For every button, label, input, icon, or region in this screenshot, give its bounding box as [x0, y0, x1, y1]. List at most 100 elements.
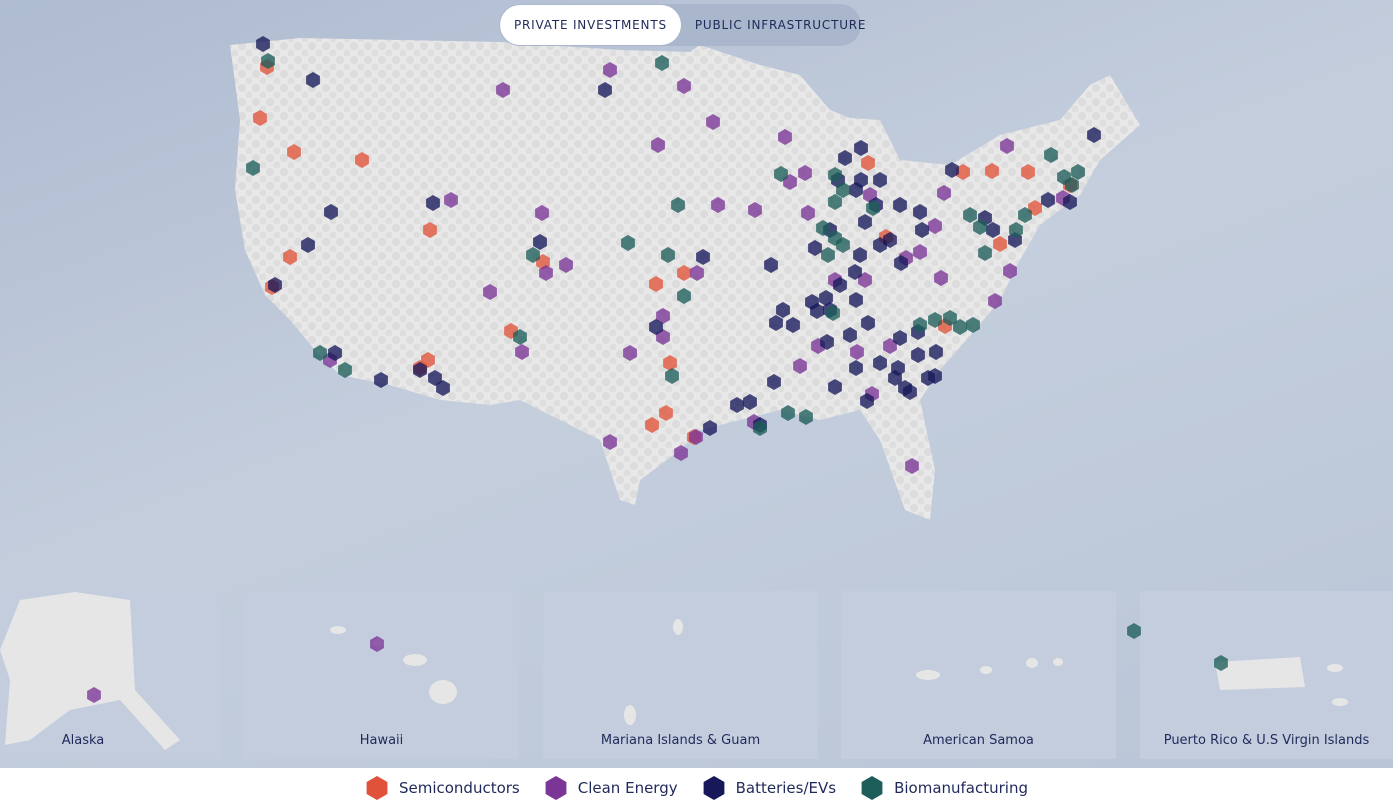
investment-marker[interactable] [483, 284, 497, 300]
investment-marker[interactable] [426, 195, 440, 211]
investment-marker[interactable] [861, 315, 875, 331]
investment-marker[interactable] [953, 319, 967, 335]
investment-marker[interactable] [603, 62, 617, 78]
investment-marker[interactable] [861, 155, 875, 171]
investment-marker[interactable] [778, 129, 792, 145]
investment-marker[interactable] [836, 237, 850, 253]
investment-marker[interactable] [1044, 147, 1058, 163]
investment-marker[interactable] [973, 219, 987, 235]
investment-marker[interactable] [943, 310, 957, 326]
investment-marker[interactable] [423, 222, 437, 238]
investment-marker[interactable] [444, 192, 458, 208]
investment-marker[interactable] [649, 276, 663, 292]
investment-marker[interactable] [893, 197, 907, 213]
investment-marker[interactable] [656, 329, 670, 345]
investment-marker[interactable] [355, 152, 369, 168]
investment-marker[interactable] [743, 394, 757, 410]
investment-marker[interactable] [849, 292, 863, 308]
investment-marker[interactable] [978, 245, 992, 261]
investment-marker[interactable] [853, 247, 867, 263]
investment-marker[interactable] [748, 202, 762, 218]
investment-marker[interactable] [786, 317, 800, 333]
investment-marker[interactable] [87, 687, 101, 703]
investment-marker[interactable] [850, 344, 864, 360]
investment-marker[interactable] [873, 355, 887, 371]
investment-marker[interactable] [598, 82, 612, 98]
investment-marker[interactable] [436, 380, 450, 396]
investment-marker[interactable] [915, 222, 929, 238]
investment-marker[interactable] [324, 204, 338, 220]
investment-marker[interactable] [988, 293, 1002, 309]
investment-marker[interactable] [313, 345, 327, 361]
investment-marker[interactable] [866, 200, 880, 216]
investment-marker[interactable] [655, 55, 669, 71]
tab[interactable]: PUBLIC INFRASTRUCTURE [694, 18, 867, 32]
investment-marker[interactable] [945, 162, 959, 178]
investment-marker[interactable] [894, 255, 908, 271]
investment-marker[interactable] [798, 165, 812, 181]
investment-marker[interactable] [1003, 263, 1017, 279]
investment-marker[interactable] [496, 82, 510, 98]
investment-marker[interactable] [661, 247, 675, 263]
investment-marker[interactable] [905, 458, 919, 474]
investment-marker[interactable] [306, 72, 320, 88]
investment-marker[interactable] [913, 204, 927, 220]
investment-marker[interactable] [986, 222, 1000, 238]
investment-marker[interactable] [621, 235, 635, 251]
investment-marker[interactable] [663, 355, 677, 371]
investment-marker[interactable] [767, 374, 781, 390]
investment-marker[interactable] [848, 264, 862, 280]
investment-marker[interactable] [873, 172, 887, 188]
investment-marker[interactable] [903, 384, 917, 400]
investment-marker[interactable] [690, 265, 704, 281]
investment-marker[interactable] [816, 220, 830, 236]
investment-marker[interactable] [1000, 138, 1014, 154]
investment-marker[interactable] [828, 379, 842, 395]
investment-marker[interactable] [513, 329, 527, 345]
investment-marker[interactable] [659, 405, 673, 421]
investment-marker[interactable] [533, 234, 547, 250]
investment-marker[interactable] [645, 417, 659, 433]
investment-marker[interactable] [287, 144, 301, 160]
investment-marker[interactable] [781, 405, 795, 421]
investment-marker[interactable] [1063, 194, 1077, 210]
investment-marker[interactable] [843, 327, 857, 343]
investment-marker[interactable] [764, 257, 778, 273]
investment-marker[interactable] [283, 249, 297, 265]
investment-marker[interactable] [849, 360, 863, 376]
legend-item[interactable]: Batteries/EVs [702, 775, 836, 801]
investment-marker[interactable] [623, 345, 637, 361]
investment-marker[interactable] [888, 370, 902, 386]
investment-marker[interactable] [810, 303, 824, 319]
investment-marker[interactable] [937, 185, 951, 201]
investment-marker[interactable] [820, 334, 834, 350]
investment-marker[interactable] [689, 429, 703, 445]
investment-marker[interactable] [428, 370, 442, 386]
investment-marker[interactable] [674, 445, 688, 461]
investment-marker[interactable] [836, 182, 850, 198]
investment-marker[interactable] [413, 362, 427, 378]
investment-marker[interactable] [703, 420, 717, 436]
investment-marker[interactable] [828, 194, 842, 210]
investment-marker[interactable] [854, 140, 868, 156]
investment-marker[interactable] [934, 270, 948, 286]
investment-marker[interactable] [253, 110, 267, 126]
investment-marker[interactable] [338, 362, 352, 378]
legend-item[interactable]: Clean Energy [544, 775, 678, 801]
investment-marker[interactable] [651, 137, 665, 153]
investment-marker[interactable] [1021, 164, 1035, 180]
investment-marker[interactable] [873, 237, 887, 253]
investment-marker[interactable] [649, 319, 663, 335]
investment-marker[interactable] [677, 265, 691, 281]
investment-marker[interactable] [928, 312, 942, 328]
investment-marker[interactable] [374, 372, 388, 388]
investment-marker[interactable] [711, 197, 725, 213]
investment-marker[interactable] [559, 257, 573, 273]
investment-marker[interactable] [421, 352, 435, 368]
investment-marker[interactable] [328, 345, 342, 361]
investment-marker[interactable] [246, 160, 260, 176]
investment-marker[interactable] [1041, 192, 1055, 208]
investment-marker[interactable] [1087, 127, 1101, 143]
investment-marker[interactable] [808, 240, 822, 256]
legend-item[interactable]: Biomanufacturing [860, 775, 1028, 801]
